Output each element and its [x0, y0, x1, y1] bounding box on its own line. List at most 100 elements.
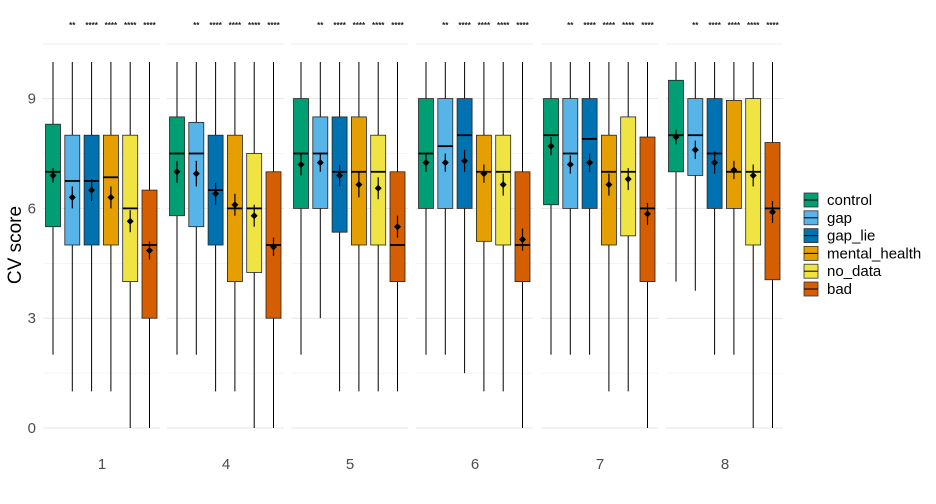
mean-point — [499, 181, 507, 189]
box-no_data — [370, 62, 387, 392]
mean-point — [441, 159, 449, 167]
boxes-layer — [45, 62, 781, 428]
significance-label: **** — [766, 21, 779, 30]
box-gap — [437, 62, 454, 355]
box-mental_health — [475, 62, 492, 392]
panel-5 — [293, 62, 406, 392]
significance-label: ** — [193, 21, 200, 30]
panel-7 — [543, 62, 656, 428]
box-bad — [141, 62, 158, 428]
mean-point — [173, 168, 181, 176]
significance-label: ** — [317, 21, 324, 30]
significance-label: **** — [353, 21, 366, 30]
mean-point — [480, 170, 488, 178]
legend-label: gap — [827, 210, 852, 227]
mean-point — [126, 217, 134, 225]
legend-label: gap_lie — [827, 228, 875, 245]
mean-point — [250, 212, 258, 220]
significance-label: **** — [458, 21, 471, 30]
box-body — [726, 100, 742, 209]
y-tick-label: 6 — [28, 200, 36, 217]
significance-label: **** — [372, 21, 385, 30]
significance-label: **** — [728, 21, 741, 30]
box-bad — [265, 62, 282, 428]
mean-point — [749, 171, 757, 179]
mean-point — [336, 171, 344, 179]
mean-point — [316, 159, 324, 167]
panel-6 — [418, 62, 531, 428]
legend-label: mental_health — [827, 245, 921, 262]
box-mental_health — [601, 62, 617, 392]
x-tick-label: 5 — [346, 456, 354, 473]
significance-layer: ** **** **** **** **** ** **** **** **** **** ** **… — [69, 21, 779, 30]
box-mental_health — [726, 62, 742, 355]
box-mental_health — [226, 62, 243, 392]
box-bad — [639, 62, 656, 428]
significance-label: **** — [603, 21, 616, 30]
box-gap — [64, 62, 81, 392]
y-axis: 0 3 6 9 — [28, 91, 36, 437]
significance-label: **** — [497, 21, 510, 30]
box-body — [475, 134, 492, 242]
box-control — [45, 62, 61, 355]
panel-8 — [668, 62, 781, 428]
grid-layer — [43, 43, 783, 429]
mean-point — [605, 181, 613, 189]
box-gap — [562, 62, 579, 355]
significance-label: **** — [248, 21, 261, 30]
box-body — [687, 98, 704, 176]
panel-1 — [45, 62, 158, 428]
mean-point — [146, 246, 153, 254]
mean-point — [519, 236, 526, 244]
significance-label: **** — [391, 21, 404, 30]
box-bad — [764, 62, 781, 428]
significance-label: **** — [708, 21, 721, 30]
box-control — [418, 62, 434, 355]
box-mental_health — [103, 62, 119, 392]
mean-point — [624, 175, 632, 183]
box-gap — [687, 62, 704, 291]
box-no_data — [495, 62, 512, 392]
significance-label: **** — [85, 21, 98, 30]
mean-point — [88, 186, 96, 194]
legend-item-bad: bad — [803, 281, 852, 298]
significance-label: **** — [641, 21, 654, 30]
significance-label: **** — [583, 21, 596, 30]
significance-label: **** — [267, 21, 280, 30]
box-bad — [389, 62, 406, 392]
box-control — [543, 62, 559, 355]
mean-point — [566, 160, 574, 168]
significance-label: **** — [124, 21, 137, 30]
box-body — [514, 171, 531, 283]
mean-point — [394, 223, 401, 231]
mean-point — [49, 171, 57, 179]
mean-point — [730, 166, 738, 174]
box-bad — [514, 62, 531, 428]
box-no_data — [745, 62, 762, 428]
significance-label: ** — [442, 21, 449, 30]
x-tick-label: 6 — [471, 456, 479, 473]
significance-label: ** — [567, 21, 574, 30]
box-gap_lie — [581, 62, 598, 355]
box-no_data — [246, 62, 263, 428]
panel-4 — [169, 62, 282, 428]
legend-item-gap_lie: gap_lie — [803, 228, 875, 245]
mean-point — [192, 170, 200, 178]
legend-label: no_data — [827, 263, 882, 280]
legend-item-no_data: no_data — [803, 263, 882, 280]
mean-point — [461, 157, 469, 165]
mean-point — [422, 159, 430, 167]
mean-point — [586, 159, 594, 167]
box-no_data — [122, 62, 139, 428]
significance-label: ** — [692, 21, 699, 30]
x-tick-label: 8 — [721, 456, 729, 473]
mean-point — [711, 159, 719, 167]
y-axis-title: CV score — [5, 206, 26, 284]
significance-label: **** — [209, 21, 222, 30]
legend-item-gap: gap — [803, 210, 852, 227]
box-gap_lie — [456, 62, 473, 374]
mean-point — [212, 190, 220, 198]
mean-point — [68, 193, 76, 201]
significance-label: **** — [622, 21, 635, 30]
